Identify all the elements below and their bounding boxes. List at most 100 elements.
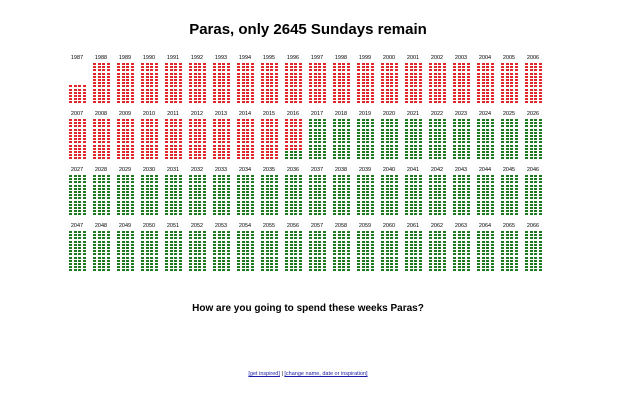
past-sunday-cell bbox=[154, 63, 158, 65]
past-sunday-cell bbox=[141, 128, 144, 131]
remaining-sunday-cell bbox=[141, 187, 144, 190]
past-sunday-cell bbox=[385, 66, 389, 69]
remaining-sunday-cell bbox=[457, 131, 461, 134]
remaining-sunday-cell bbox=[438, 197, 441, 200]
remaining-sunday-cell bbox=[481, 237, 485, 240]
past-sunday-cell bbox=[145, 91, 149, 94]
past-sunday-cell bbox=[150, 66, 153, 69]
remaining-sunday-cell bbox=[466, 178, 470, 181]
get-inspired-link[interactable]: [get inspired] bbox=[248, 371, 280, 377]
remaining-sunday-cell bbox=[298, 154, 302, 157]
remaining-sunday-cell bbox=[529, 128, 533, 131]
remaining-sunday-cell bbox=[213, 181, 216, 184]
remaining-sunday-cell bbox=[309, 125, 312, 128]
remaining-sunday-cell bbox=[274, 234, 278, 237]
past-sunday-cell bbox=[198, 66, 201, 69]
past-sunday-cell bbox=[514, 88, 518, 91]
remaining-sunday-cell bbox=[226, 184, 230, 187]
remaining-sunday-cell bbox=[361, 144, 365, 147]
remaining-sunday-cell bbox=[130, 247, 134, 249]
remaining-sunday-cell bbox=[525, 269, 528, 272]
past-sunday-cell bbox=[313, 79, 317, 81]
past-sunday-cell bbox=[141, 69, 144, 72]
past-sunday-cell bbox=[333, 91, 336, 94]
past-sunday-cell bbox=[178, 157, 182, 160]
remaining-sunday-cell bbox=[333, 253, 336, 256]
remaining-sunday-cell bbox=[418, 138, 422, 141]
past-sunday-cell bbox=[405, 82, 408, 85]
past-sunday-cell bbox=[202, 72, 206, 75]
remaining-sunday-cell bbox=[481, 200, 485, 203]
remaining-sunday-cell bbox=[274, 240, 278, 243]
past-sunday-cell bbox=[93, 135, 96, 137]
remaining-sunday-cell bbox=[237, 187, 240, 190]
past-sunday-cell bbox=[333, 98, 336, 101]
remaining-sunday-cell bbox=[261, 178, 264, 181]
change-settings-link[interactable]: [change name, date or inspiration] bbox=[284, 371, 368, 377]
remaining-sunday-cell bbox=[342, 253, 345, 256]
remaining-sunday-cell bbox=[534, 200, 537, 203]
past-sunday-cell bbox=[342, 79, 345, 81]
past-sunday-cell bbox=[529, 75, 533, 78]
remaining-sunday-cell bbox=[342, 250, 345, 253]
past-sunday-cell bbox=[237, 63, 240, 65]
remaining-sunday-cell bbox=[337, 178, 341, 181]
remaining-sunday-cell bbox=[270, 243, 273, 246]
week-cells bbox=[69, 119, 87, 161]
remaining-sunday-cell bbox=[309, 210, 312, 213]
past-sunday-cell bbox=[381, 88, 384, 91]
past-sunday-cell bbox=[289, 75, 293, 78]
past-sunday-cell bbox=[309, 98, 312, 101]
remaining-sunday-cell bbox=[189, 187, 192, 190]
past-sunday-cell bbox=[457, 79, 461, 81]
remaining-sunday-cell bbox=[357, 178, 360, 181]
remaining-sunday-cell bbox=[318, 157, 321, 160]
past-sunday-cell bbox=[390, 69, 393, 72]
remaining-sunday-cell bbox=[505, 131, 509, 134]
remaining-sunday-cell bbox=[418, 234, 422, 237]
past-sunday-cell bbox=[322, 72, 326, 75]
remaining-sunday-cell bbox=[169, 187, 173, 190]
past-sunday-cell bbox=[69, 88, 72, 91]
remaining-sunday-cell bbox=[453, 181, 456, 184]
remaining-sunday-cell bbox=[385, 181, 389, 184]
past-sunday-cell bbox=[294, 98, 297, 101]
remaining-sunday-cell bbox=[141, 256, 144, 259]
remaining-sunday-cell bbox=[78, 243, 81, 246]
remaining-sunday-cell bbox=[193, 213, 197, 216]
remaining-sunday-cell bbox=[346, 119, 350, 121]
remaining-sunday-cell bbox=[486, 184, 489, 187]
remaining-sunday-cell bbox=[285, 247, 288, 249]
remaining-sunday-cell bbox=[361, 231, 365, 233]
past-sunday-cell bbox=[189, 69, 192, 72]
remaining-sunday-cell bbox=[414, 141, 417, 144]
year-label: 1998 bbox=[334, 55, 348, 61]
past-sunday-cell bbox=[82, 85, 86, 88]
remaining-sunday-cell bbox=[189, 259, 192, 262]
remaining-sunday-cell bbox=[346, 122, 350, 125]
past-sunday-cell bbox=[178, 125, 182, 128]
past-sunday-cell bbox=[270, 101, 273, 104]
year-block: 2034 bbox=[235, 167, 255, 223]
remaining-sunday-cell bbox=[390, 147, 393, 150]
remaining-sunday-cell bbox=[174, 187, 177, 190]
remaining-sunday-cell bbox=[102, 259, 105, 262]
past-sunday-cell bbox=[213, 128, 216, 131]
past-sunday-cell bbox=[246, 95, 249, 97]
remaining-sunday-cell bbox=[93, 269, 96, 272]
past-sunday-cell bbox=[217, 122, 221, 125]
remaining-sunday-cell bbox=[510, 237, 513, 240]
past-sunday-cell bbox=[318, 98, 321, 101]
past-sunday-cell bbox=[309, 91, 312, 94]
remaining-sunday-cell bbox=[534, 203, 537, 206]
past-sunday-cell bbox=[294, 69, 297, 72]
past-sunday-cell bbox=[97, 72, 101, 75]
past-sunday-cell bbox=[438, 98, 441, 101]
remaining-sunday-cell bbox=[457, 138, 461, 141]
past-sunday-cell bbox=[274, 98, 278, 101]
remaining-sunday-cell bbox=[93, 178, 96, 181]
remaining-sunday-cell bbox=[453, 197, 456, 200]
remaining-sunday-cell bbox=[525, 175, 528, 177]
past-sunday-cell bbox=[481, 95, 485, 97]
remaining-sunday-cell bbox=[169, 250, 173, 253]
